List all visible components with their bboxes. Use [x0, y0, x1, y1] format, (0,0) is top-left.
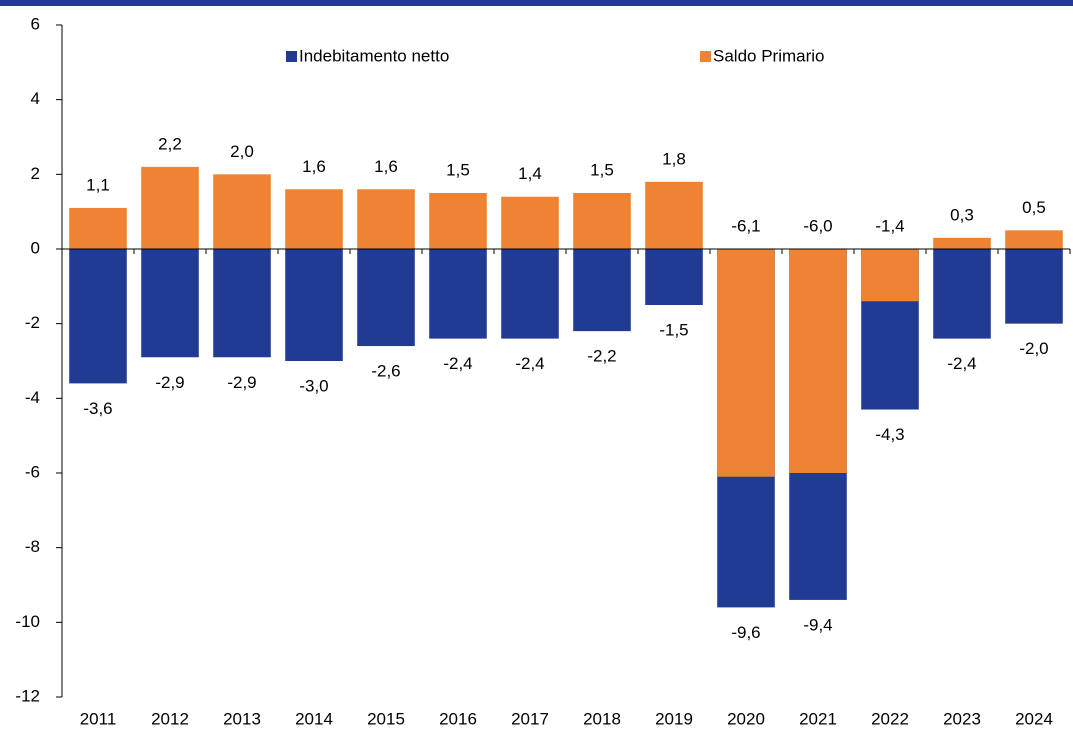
y-tick-label: -8 — [25, 537, 40, 556]
value-label: -9,4 — [803, 615, 832, 634]
value-label: 2,2 — [158, 134, 182, 153]
bar — [141, 166, 199, 249]
x-tick-label: 2011 — [80, 709, 117, 728]
value-label: -6,1 — [731, 216, 760, 235]
bar — [69, 207, 127, 249]
x-tick-label: 2022 — [871, 709, 909, 728]
value-label: -1,5 — [659, 320, 688, 339]
x-tick-label: 2014 — [295, 709, 333, 728]
y-tick-label: -6 — [25, 462, 40, 481]
value-label: 0,3 — [950, 205, 974, 224]
value-label: -3,0 — [299, 376, 328, 395]
x-tick-label: 2012 — [151, 709, 189, 728]
x-tick-label: 2019 — [655, 709, 693, 728]
y-tick-label: -10 — [15, 612, 40, 631]
bar — [501, 249, 559, 339]
value-label: -2,9 — [155, 373, 184, 392]
bar — [789, 249, 847, 473]
bar — [861, 249, 919, 302]
y-tick-label: 0 — [31, 238, 40, 257]
y-tick-label: -12 — [15, 686, 40, 705]
bar — [69, 249, 127, 384]
bar — [429, 249, 487, 339]
bar — [1005, 249, 1063, 324]
bar — [933, 237, 991, 249]
bar — [285, 189, 343, 249]
value-label: -2,2 — [587, 347, 616, 366]
bar — [141, 249, 199, 358]
value-label: -2,0 — [1019, 339, 1048, 358]
bar — [285, 249, 343, 361]
x-tick-label: 2015 — [367, 709, 405, 728]
value-label: -2,6 — [371, 362, 400, 381]
value-label: 1,4 — [518, 164, 542, 183]
x-tick-label: 2023 — [943, 709, 981, 728]
x-tick-label: 2017 — [511, 709, 549, 728]
value-label: -9,6 — [731, 623, 760, 642]
x-tick-label: 2020 — [727, 709, 765, 728]
legend-label: Indebitamento netto — [299, 46, 449, 65]
value-label: 1,1 — [86, 175, 110, 194]
top-band — [0, 0, 1073, 6]
bar — [1005, 230, 1063, 249]
bar — [573, 193, 631, 249]
bar — [645, 249, 703, 305]
bar — [645, 181, 703, 249]
value-label: 1,6 — [374, 157, 398, 176]
value-label: -2,9 — [227, 373, 256, 392]
x-tick-label: 2013 — [223, 709, 261, 728]
bar — [933, 249, 991, 339]
value-label: -2,4 — [947, 354, 976, 373]
bar — [429, 193, 487, 249]
y-tick-label: 2 — [31, 164, 40, 183]
x-tick-label: 2021 — [799, 709, 837, 728]
value-label: -6,0 — [803, 216, 832, 235]
value-label: 1,8 — [662, 149, 686, 168]
y-tick-label: 4 — [31, 89, 40, 108]
x-tick-label: 2024 — [1015, 709, 1053, 728]
value-label: 1,6 — [302, 157, 326, 176]
bar — [357, 189, 415, 249]
bar — [213, 249, 271, 358]
legend-label: Saldo Primario — [713, 46, 825, 65]
bar — [213, 174, 271, 249]
value-label: -3,6 — [83, 399, 112, 418]
x-tick-label: 2016 — [439, 709, 477, 728]
legend-swatch — [286, 51, 297, 62]
legend-swatch — [700, 51, 711, 62]
y-tick-label: 6 — [31, 14, 40, 33]
value-label: 0,5 — [1022, 198, 1046, 217]
value-label: 1,5 — [590, 160, 614, 179]
value-label: 1,5 — [446, 160, 470, 179]
y-tick-label: -2 — [25, 313, 40, 332]
value-label: -2,4 — [515, 354, 544, 373]
value-label: -1,4 — [875, 216, 904, 235]
bar — [573, 249, 631, 332]
bar — [501, 196, 559, 249]
x-tick-label: 2018 — [583, 709, 621, 728]
bar — [357, 249, 415, 347]
value-label: -2,4 — [443, 354, 472, 373]
y-tick-label: -4 — [25, 388, 40, 407]
value-label: -4,3 — [875, 425, 904, 444]
bar — [717, 249, 775, 477]
value-label: 2,0 — [230, 142, 254, 161]
